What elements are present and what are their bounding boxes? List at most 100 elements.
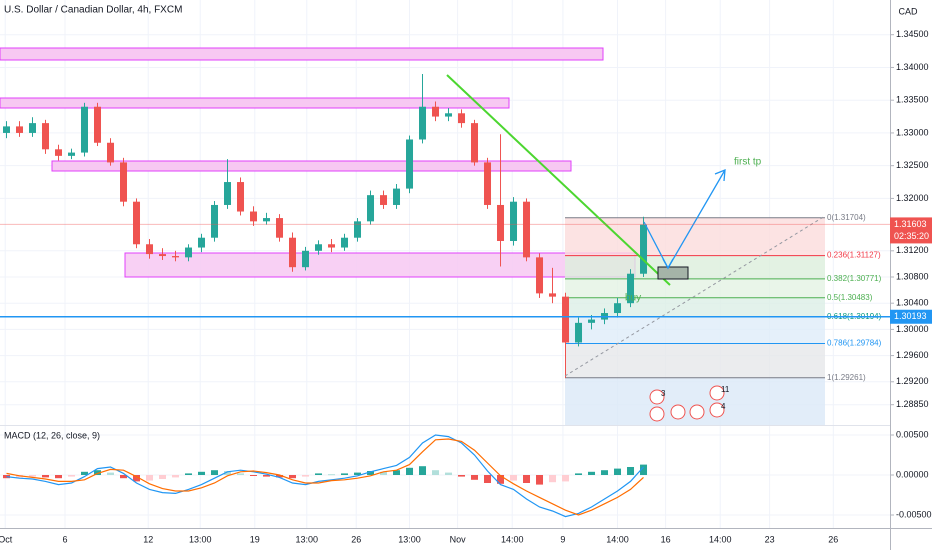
histogram-bar (133, 475, 141, 482)
macd-line (6, 434, 644, 518)
histogram-bar (263, 475, 271, 477)
histogram-bar (81, 471, 89, 475)
histogram-bar (419, 466, 427, 475)
candle-body (107, 142, 115, 163)
histogram-bar (367, 471, 375, 475)
candle-body (172, 256, 180, 258)
histogram-bar (458, 475, 466, 477)
y-tick-label: 0.00500 (896, 429, 929, 439)
x-tick-label: 26 (828, 534, 838, 544)
candle-body (42, 123, 50, 150)
histogram-bar (29, 475, 37, 477)
candle-body (3, 126, 11, 133)
histogram-bar (341, 473, 349, 475)
candle-body (536, 257, 544, 294)
histogram-bar (42, 475, 50, 478)
candle-body (81, 106, 89, 153)
fib-label: 1(1.29261) (827, 373, 866, 382)
fib-band (565, 316, 825, 344)
histogram-bar (432, 470, 440, 475)
last-price-tag (890, 217, 932, 244)
trend-line (446, 74, 671, 286)
y-tick-label: 1.32000 (896, 193, 929, 203)
histogram-bar (380, 471, 388, 475)
event-icon (649, 406, 665, 422)
resistance-zone (0, 47, 604, 61)
annotation: buy (625, 293, 641, 304)
histogram-bar (445, 472, 453, 475)
candle-body (510, 201, 518, 241)
histogram-bar (276, 475, 284, 478)
candle-body (458, 113, 466, 124)
candle-body (380, 195, 388, 205)
histogram-bar (354, 472, 362, 475)
candle-body (341, 237, 349, 248)
fib-label: 0(1.31704) (827, 213, 866, 222)
histogram-bar (68, 475, 76, 477)
candle-body (68, 152, 76, 156)
x-tick-label: 12 (143, 534, 153, 544)
fib-retracement: 0(1.31704) 0.236(1.31127) 0.382(1.30771) 0.… (565, 213, 882, 425)
candle-body (523, 201, 531, 258)
candle-body (640, 224, 648, 274)
drawings: first tp buy 3 11 4 (446, 74, 826, 422)
candle-body (211, 204, 219, 238)
x-tick-label: 16 (661, 534, 671, 544)
event-icon (670, 404, 686, 420)
fib-label: 0.5(1.30483) (827, 293, 873, 302)
fib-label: 0.382(1.30771) (827, 274, 882, 283)
candle-body (575, 322, 583, 343)
fib-band (565, 255, 825, 279)
y-tick-label: 1.31200 (896, 245, 929, 255)
histogram-bar (393, 470, 401, 475)
event-icon (709, 385, 725, 401)
histogram-bar (510, 475, 518, 481)
histogram-bar (55, 475, 63, 479)
event-icon (689, 404, 705, 420)
histogram-bar (172, 475, 180, 478)
candle-body (185, 247, 193, 258)
y-tick-label: 1.33000 (896, 127, 929, 137)
histogram-bar (471, 475, 479, 480)
indicator-title: MACD (12, 26, close, 9) (4, 430, 100, 440)
currency: CAD (898, 6, 918, 16)
x-tick-label: 9 (560, 534, 565, 544)
candle-body (562, 296, 570, 343)
candle-body (133, 201, 141, 245)
candle-body (237, 182, 245, 212)
y-tick-label: 1.30400 (896, 298, 929, 308)
y-tick-label: 1.34500 (896, 29, 929, 39)
candle-body (549, 293, 557, 297)
y-tick-label: 1.28850 (896, 399, 929, 409)
candle-body (432, 106, 440, 117)
histogram-bar (237, 473, 245, 475)
histogram-bar (549, 475, 557, 483)
x-tick-label: 19 (250, 534, 260, 544)
histogram-bar (94, 470, 102, 475)
histogram-bar (146, 475, 154, 481)
y-tick-label: 1.29600 (896, 350, 929, 360)
entry-box (657, 266, 689, 280)
candle-body (16, 126, 24, 133)
histogram-bar (159, 475, 167, 479)
histogram-bar (640, 464, 648, 475)
resistance-zone (0, 97, 510, 109)
arrow-head (662, 258, 674, 270)
fib-label: 0.786(1.29784) (827, 339, 882, 348)
histogram-bar (575, 473, 583, 475)
y-tick-label: 1.30800 (896, 271, 929, 281)
y-tick-label: 1.29200 (896, 376, 929, 386)
candle-body (445, 113, 453, 117)
histogram-bar (250, 475, 258, 476)
histogram-bar (185, 473, 193, 475)
x-tick-label: 13:00 (398, 534, 421, 544)
x-tick-label: 13:00 (296, 534, 319, 544)
x-tick-label: 14:00 (501, 534, 524, 544)
histogram-bar (315, 473, 323, 475)
histogram-bar (588, 471, 596, 475)
x-tick-label: 14:00 (606, 534, 629, 544)
y-tick-label: -0.00500 (896, 509, 932, 519)
candles (3, 73, 648, 378)
histogram-bar (484, 475, 492, 483)
zones (0, 47, 636, 278)
